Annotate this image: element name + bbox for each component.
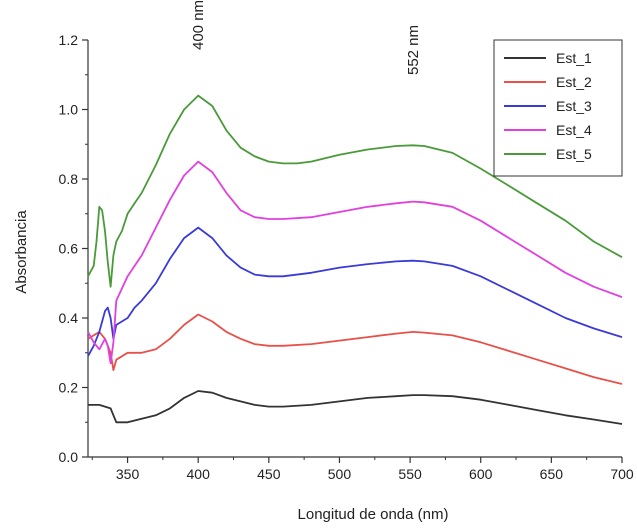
x-tick-label: 700	[610, 466, 634, 482]
x-axis-label: Longitud de onda (nm)	[298, 506, 449, 523]
x-axis: 350 400 450 500 550 600 650 700	[91, 457, 634, 482]
y-tick-label: 0.6	[59, 241, 79, 257]
y-tick-label: 0.2	[59, 380, 79, 396]
legend: Est_1 Est_2 Est_3 Est_4 Est_5	[493, 39, 623, 177]
series-line-est-1	[88, 390, 623, 425]
x-tick-label: 500	[328, 466, 352, 482]
series-lines	[87, 94, 623, 425]
x-tick-label: 350	[116, 466, 140, 482]
series-line-est-5	[87, 94, 623, 288]
legend-label: Est_4	[556, 122, 592, 138]
series-line-est-3	[87, 226, 623, 357]
y-tick-label: 0.0	[59, 449, 79, 465]
peak-annotations: 400 nm 552 nm	[190, 0, 422, 75]
y-tick-label: 1.0	[59, 102, 79, 118]
legend-label: Est_3	[556, 98, 592, 114]
x-tick-label: 600	[469, 466, 493, 482]
peak-annotation: 400 nm	[190, 0, 207, 50]
series-line-est-4	[87, 160, 623, 365]
x-tick-label: 550	[398, 466, 422, 482]
legend-label: Est_2	[556, 74, 592, 90]
x-tick-label: 450	[257, 466, 281, 482]
y-tick-label: 1.2	[59, 32, 79, 48]
legend-label: Est_1	[556, 50, 592, 66]
x-tick-label: 650	[540, 466, 564, 482]
y-axis: 0.0 0.2 0.4 0.6 0.8 1.0 1.2	[59, 32, 88, 465]
legend-label: Est_5	[556, 146, 592, 162]
y-axis-label: Absorbancia	[13, 210, 30, 294]
series-line-est-2	[87, 313, 623, 385]
x-tick-label: 400	[187, 466, 211, 482]
y-tick-label: 0.4	[59, 310, 79, 326]
y-tick-label: 0.8	[59, 171, 79, 187]
peak-annotation: 552 nm	[405, 25, 422, 75]
